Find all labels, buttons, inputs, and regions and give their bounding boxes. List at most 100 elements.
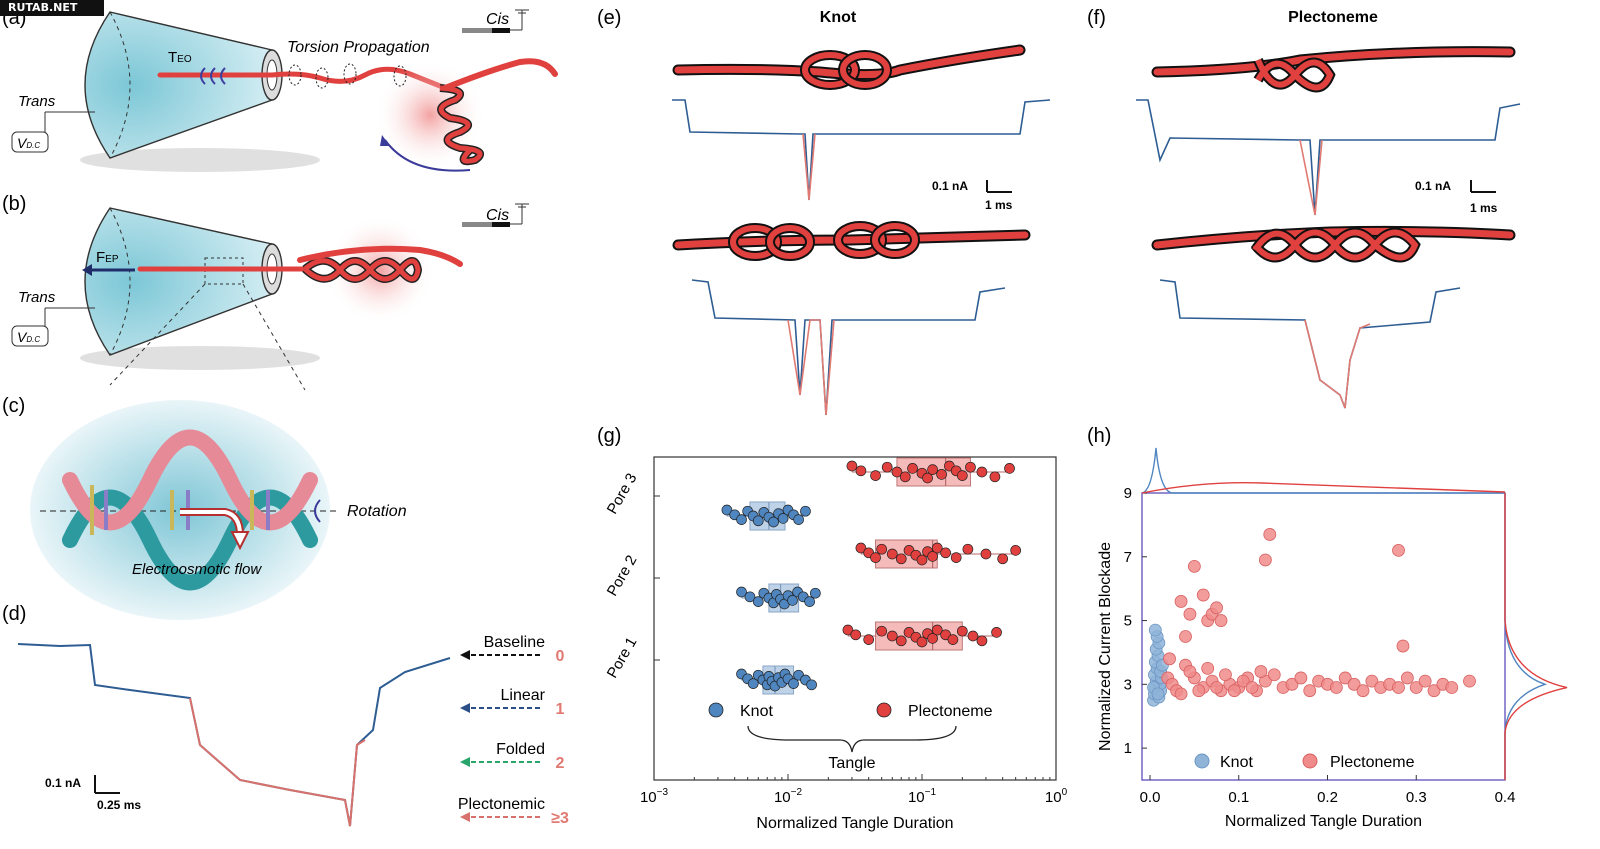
rotation-arrow-a: [384, 139, 471, 172]
tangle-duration-chart: 10−3 10−2 10−1 100 Normalized Tangle Duratio…: [604, 456, 1068, 832]
trace-f-bottom: [1159, 279, 1461, 409]
data-point: [1258, 553, 1272, 567]
data-point: [927, 464, 938, 475]
trans-label-b: Trans: [18, 289, 56, 306]
data-point: [1409, 681, 1423, 694]
voltage-source-a: [11, 131, 49, 153]
panel-f-letter: (f): [1087, 7, 1106, 29]
level-label: Plectonemic: [458, 796, 545, 813]
data-point: [1445, 681, 1459, 694]
trace-e-top: [672, 99, 1051, 201]
data-point: [876, 543, 888, 555]
tangle-brace: [747, 725, 957, 753]
panel-f: (f) Plectoneme 0.1 nA 1 ms: [1087, 7, 1521, 409]
plot-frame: [1141, 492, 1506, 781]
panel-d: (d) 0.1 nA 0.25 ms Baseline 0 Linear 1 Folde…: [2, 603, 569, 827]
data-point: [1163, 652, 1176, 666]
voltage-label-a: V: [17, 135, 28, 151]
data-point: [962, 543, 974, 555]
data-point: [752, 596, 764, 607]
data-point: [721, 504, 733, 516]
data-point: [1254, 665, 1268, 678]
x-tick-label: 10−1: [908, 787, 937, 806]
data-point: [886, 548, 898, 560]
plectoneme-diagram-single: [1151, 46, 1516, 93]
legend-marker: [708, 702, 724, 718]
data-point: [876, 625, 888, 637]
y-tick-label: 5: [1124, 613, 1132, 630]
data-point: [927, 551, 938, 562]
panel-a: (a) TEO Torsion Propagation Trans VD.C C…: [2, 7, 558, 172]
marginal-density-plec-y: [1504, 493, 1568, 780]
pore-shadow-b: [80, 346, 320, 370]
marginal-density-knot-y: [1504, 493, 1548, 780]
x-tick-label: 10−2: [774, 787, 803, 806]
data-point: [899, 471, 911, 483]
data-point: [967, 630, 979, 642]
data-point: [804, 596, 815, 607]
panel-e-letter: (e): [597, 7, 621, 29]
level-label: Baseline: [484, 634, 545, 651]
data-point: [881, 461, 893, 473]
data-point: [1418, 674, 1432, 688]
knot-title: Knot: [820, 9, 857, 26]
y-tick-label: Pore 2: [604, 552, 641, 599]
voltage-label-b: V: [17, 329, 28, 345]
data-point: [863, 634, 875, 645]
data-point: [855, 465, 867, 477]
data-point: [895, 553, 907, 565]
tangle-label: Tangle: [828, 755, 875, 772]
legend-plectoneme-g: Plectoneme: [908, 703, 993, 720]
nanopore-cone-a: [84, 11, 273, 159]
knot-diagram-single: [672, 44, 1026, 90]
teo-label: T: [168, 49, 177, 66]
data-point: [891, 466, 903, 478]
trace-d-event: [189, 697, 366, 827]
data-point: [747, 678, 759, 689]
x-tick-label: 100: [1045, 787, 1068, 806]
level-value: 2: [556, 755, 565, 772]
data-point: [956, 470, 968, 481]
data-point: [810, 587, 821, 599]
data-point: [1201, 661, 1215, 675]
data-point: [1179, 630, 1192, 643]
fep-label: F: [96, 249, 105, 266]
voltage-sub-b: D.C: [26, 335, 40, 344]
data-point: [846, 460, 858, 472]
data-point: [989, 471, 1001, 483]
data-point: [1396, 639, 1410, 653]
data-point: [991, 627, 1002, 638]
cis-electrode-b: [462, 222, 492, 227]
data-point: [1210, 681, 1223, 694]
data-point: [1227, 684, 1241, 698]
data-point: [1303, 684, 1317, 698]
data-point: [1236, 674, 1250, 688]
scale-current-f: 0.1 nA: [1415, 179, 1451, 193]
x-tick-label: 0.4: [1495, 789, 1516, 806]
data-point: [787, 595, 798, 606]
x-tick-label: 0.2: [1317, 789, 1338, 806]
data-point: [1263, 528, 1277, 541]
level-arrowhead: [460, 650, 470, 660]
torsion-label: Torsion Propagation: [287, 39, 430, 56]
data-point: [870, 470, 881, 481]
scale-current-d: 0.1 nA: [45, 776, 81, 790]
panel-h: (h) 0.0 0.1 0.2 0.3 0.4 1 3 5 7 9 Normalized Tangl…: [1087, 425, 1568, 830]
trace-e-top-event: [802, 133, 816, 201]
data-point: [1210, 601, 1223, 615]
nanopore-cone-b: [84, 207, 273, 356]
data-point: [1463, 674, 1476, 688]
rotation-arrowhead: [380, 135, 390, 146]
marginal-density-knot-x: [1141, 447, 1505, 494]
data-point: [736, 514, 747, 525]
level-value: ≥3: [551, 810, 569, 827]
trace-e-bottom-event: [787, 319, 835, 416]
y-tick-label: 3: [1124, 676, 1132, 693]
y-tick-label: Pore 1: [604, 634, 641, 681]
data-point: [1010, 545, 1022, 556]
y-tick-label: 7: [1124, 549, 1132, 566]
trace-f-bottom-event: [1304, 319, 1371, 409]
data-point: [936, 469, 947, 480]
x-tick-label: 0.0: [1140, 789, 1161, 806]
